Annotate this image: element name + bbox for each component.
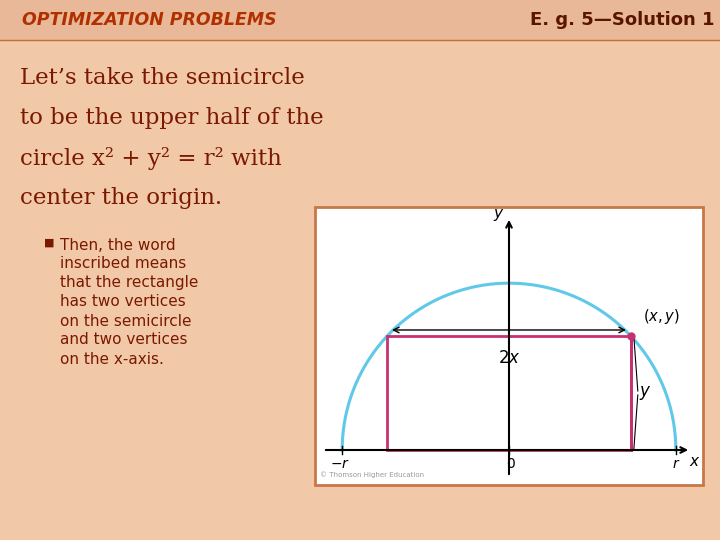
Text: Let’s take the semicircle: Let’s take the semicircle	[20, 67, 305, 89]
Text: $y$: $y$	[639, 384, 651, 402]
Bar	[0, 0, 720, 40]
Text: OPTIMIZATION PROBLEMS: OPTIMIZATION PROBLEMS	[22, 11, 276, 29]
Text: on the semicircle: on the semicircle	[60, 314, 192, 328]
Text: $2x$: $2x$	[498, 349, 521, 367]
Text: ■: ■	[44, 238, 55, 248]
Text: $y$: $y$	[493, 207, 505, 223]
Text: E. g. 5—Solution 1: E. g. 5—Solution 1	[530, 11, 714, 29]
Text: on the x-axis.: on the x-axis.	[60, 352, 164, 367]
Text: $0$: $0$	[506, 457, 516, 471]
Bar	[387, 336, 631, 450]
Text: center the origin.: center the origin.	[20, 187, 222, 209]
Text: $-r$: $-r$	[330, 457, 350, 471]
Text: Then, the word: Then, the word	[60, 238, 176, 253]
Text: and two vertices: and two vertices	[60, 333, 187, 348]
Text: has two vertices: has two vertices	[60, 294, 186, 309]
Text: circle x² + y² = r² with: circle x² + y² = r² with	[20, 146, 282, 170]
Text: $r$: $r$	[672, 457, 680, 471]
Text: to be the upper half of the: to be the upper half of the	[20, 107, 323, 129]
Text: that the rectangle: that the rectangle	[60, 275, 199, 291]
Text: $(x, y)$: $(x, y)$	[643, 307, 680, 326]
Text: inscribed means: inscribed means	[60, 256, 186, 272]
Bar	[315, 207, 703, 485]
Text: $x$: $x$	[689, 455, 701, 469]
Text: © Thomson Higher Education: © Thomson Higher Education	[320, 471, 424, 478]
